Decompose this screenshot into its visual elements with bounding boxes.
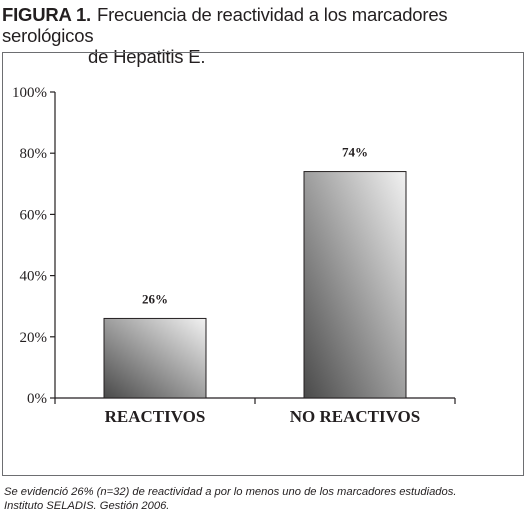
footnote-source: Instituto SELADIS. Gestión 2006.: [4, 500, 170, 512]
bar-data-label: 74%: [342, 145, 368, 160]
y-tick-label: 80%: [20, 146, 48, 162]
bar: [103, 317, 207, 399]
bar: [303, 171, 407, 399]
chart-frame: 0% 20% 40% 60% 80% 100% 26% REACTIVOS 74% NO REAC…: [2, 52, 524, 476]
bar-data-label: 26%: [142, 291, 168, 306]
figure-title-line2: de Hepatitis E.: [88, 46, 206, 67]
figure-footnote: Se evidenció 26% (n=32) de reactividad a…: [4, 485, 528, 513]
figure-caption: FIGURA 1. Frecuencia de reactividad a los…: [2, 4, 528, 67]
figure-title-line1: Frecuencia de reactividad a los marcador…: [2, 4, 448, 46]
footnote-line1: Se evidenció 26% (n=32) de reactividad a…: [4, 486, 457, 498]
y-tick-label: 0%: [27, 391, 47, 407]
bar-chart: 0% 20% 40% 60% 80% 100% 26% REACTIVOS 74% NO REAC…: [12, 85, 456, 426]
figure-label: FIGURA 1.: [2, 4, 91, 25]
y-tick-label: 20%: [20, 330, 48, 346]
x-category-label: NO REACTIVOS: [290, 407, 421, 426]
y-tick-label: 60%: [20, 207, 48, 223]
x-category-label: REACTIVOS: [105, 407, 206, 426]
y-tick-label: 40%: [20, 269, 48, 285]
y-tick-label: 100%: [12, 85, 47, 101]
